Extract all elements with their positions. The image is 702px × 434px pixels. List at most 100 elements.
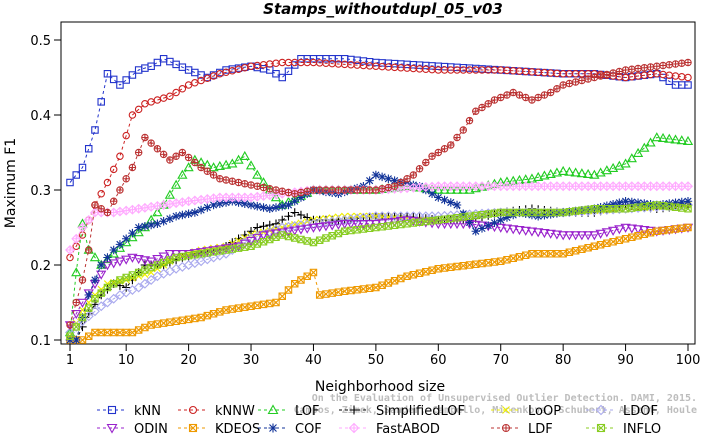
point-inflo xyxy=(378,223,386,231)
point-kdeos xyxy=(315,291,324,299)
point-ldf xyxy=(671,60,680,68)
point-ldf xyxy=(178,148,187,157)
point-cof xyxy=(271,203,281,212)
point-ldf xyxy=(621,66,630,74)
point-kdeos xyxy=(322,290,330,298)
point-knnw xyxy=(147,98,155,106)
point-cof xyxy=(440,195,449,205)
point-ldf xyxy=(166,156,174,164)
point-lof xyxy=(639,142,650,152)
point-kdeos xyxy=(216,308,224,316)
point-lof xyxy=(670,134,681,144)
point-ldf xyxy=(247,181,255,189)
point-ldf xyxy=(528,96,536,104)
point-inflo xyxy=(284,232,293,241)
point-ldf xyxy=(259,183,268,192)
point-cof xyxy=(633,198,643,207)
y-tick-label: 0.4 xyxy=(30,109,51,124)
point-lof xyxy=(614,160,625,170)
point-lof xyxy=(626,153,637,163)
point-cof xyxy=(146,220,156,230)
point-cof xyxy=(178,210,187,220)
point-lof xyxy=(439,184,450,194)
point-cof xyxy=(72,335,81,345)
point-kdeos xyxy=(397,274,405,283)
point-knn xyxy=(122,76,130,84)
point-ldf xyxy=(66,321,74,329)
point-ldf xyxy=(322,186,330,194)
point-ldf xyxy=(222,176,230,184)
point-lof xyxy=(458,184,469,194)
point-odin xyxy=(295,225,307,235)
point-ldf xyxy=(290,190,299,198)
point-inflo xyxy=(84,304,93,312)
point-ldf xyxy=(590,73,599,82)
point-inflo xyxy=(97,289,105,297)
point-ldf xyxy=(397,178,405,187)
point-kdeos xyxy=(684,223,692,232)
point-ldf xyxy=(309,186,318,194)
point-cof xyxy=(377,172,387,182)
point-cof xyxy=(253,202,262,211)
x-tick-label: 50 xyxy=(368,353,385,368)
point-cof xyxy=(65,335,75,345)
point-ldf xyxy=(640,64,649,72)
point-ldf xyxy=(122,175,130,183)
point-ldf xyxy=(172,152,180,161)
point-cof xyxy=(608,200,618,209)
legend-label: LDF xyxy=(528,422,553,434)
point-cof xyxy=(546,210,555,219)
point-ldf xyxy=(159,150,168,159)
point-cof xyxy=(128,228,137,238)
point-inflo xyxy=(315,236,324,245)
point-ldf xyxy=(84,246,93,254)
point-lof xyxy=(152,207,163,217)
point-odin xyxy=(320,222,332,232)
point-lof xyxy=(170,179,182,189)
point-odin xyxy=(445,220,456,230)
legend-label: LoOP xyxy=(528,404,561,419)
point-kdeos xyxy=(303,272,311,280)
point-lof xyxy=(114,242,126,252)
point-odin xyxy=(289,226,300,236)
point-cof xyxy=(627,197,637,207)
point-cof xyxy=(615,198,624,207)
legend-marker-knnw xyxy=(188,405,198,415)
point-lof xyxy=(127,232,138,242)
point-cof xyxy=(190,208,200,217)
point-odin xyxy=(558,231,569,241)
point-knn xyxy=(72,171,80,179)
point-cof xyxy=(596,203,605,212)
point-kdeos xyxy=(509,254,517,263)
point-knnw xyxy=(197,76,205,85)
y-tick-label: 0.2 xyxy=(30,259,51,274)
point-knnw xyxy=(203,74,212,83)
point-lof xyxy=(558,165,569,175)
x-tick-label: 40 xyxy=(305,353,322,368)
point-cof xyxy=(484,221,493,230)
point-ldf xyxy=(496,93,505,102)
point-ldf xyxy=(628,65,636,74)
point-lof xyxy=(164,189,176,199)
point-ldf xyxy=(578,76,586,85)
point-inflo xyxy=(78,313,87,322)
legend-item-kdeos: KDEOS xyxy=(178,422,260,434)
point-odin xyxy=(620,223,631,233)
point-odin xyxy=(114,257,126,267)
point-cof xyxy=(203,203,212,212)
point-cof xyxy=(552,209,562,218)
point-kdeos xyxy=(259,300,268,309)
point-knnw xyxy=(109,165,118,174)
point-ldf xyxy=(378,185,386,193)
point-odin xyxy=(539,229,550,239)
point-ldf xyxy=(272,186,280,194)
point-ldf xyxy=(147,139,155,147)
point-ldf xyxy=(91,201,99,209)
point-inflo xyxy=(72,323,80,331)
point-odin xyxy=(495,223,506,233)
point-fastabod xyxy=(83,215,94,225)
point-odin xyxy=(108,259,119,269)
point-ldf xyxy=(384,183,393,192)
point-ldf xyxy=(478,103,486,112)
